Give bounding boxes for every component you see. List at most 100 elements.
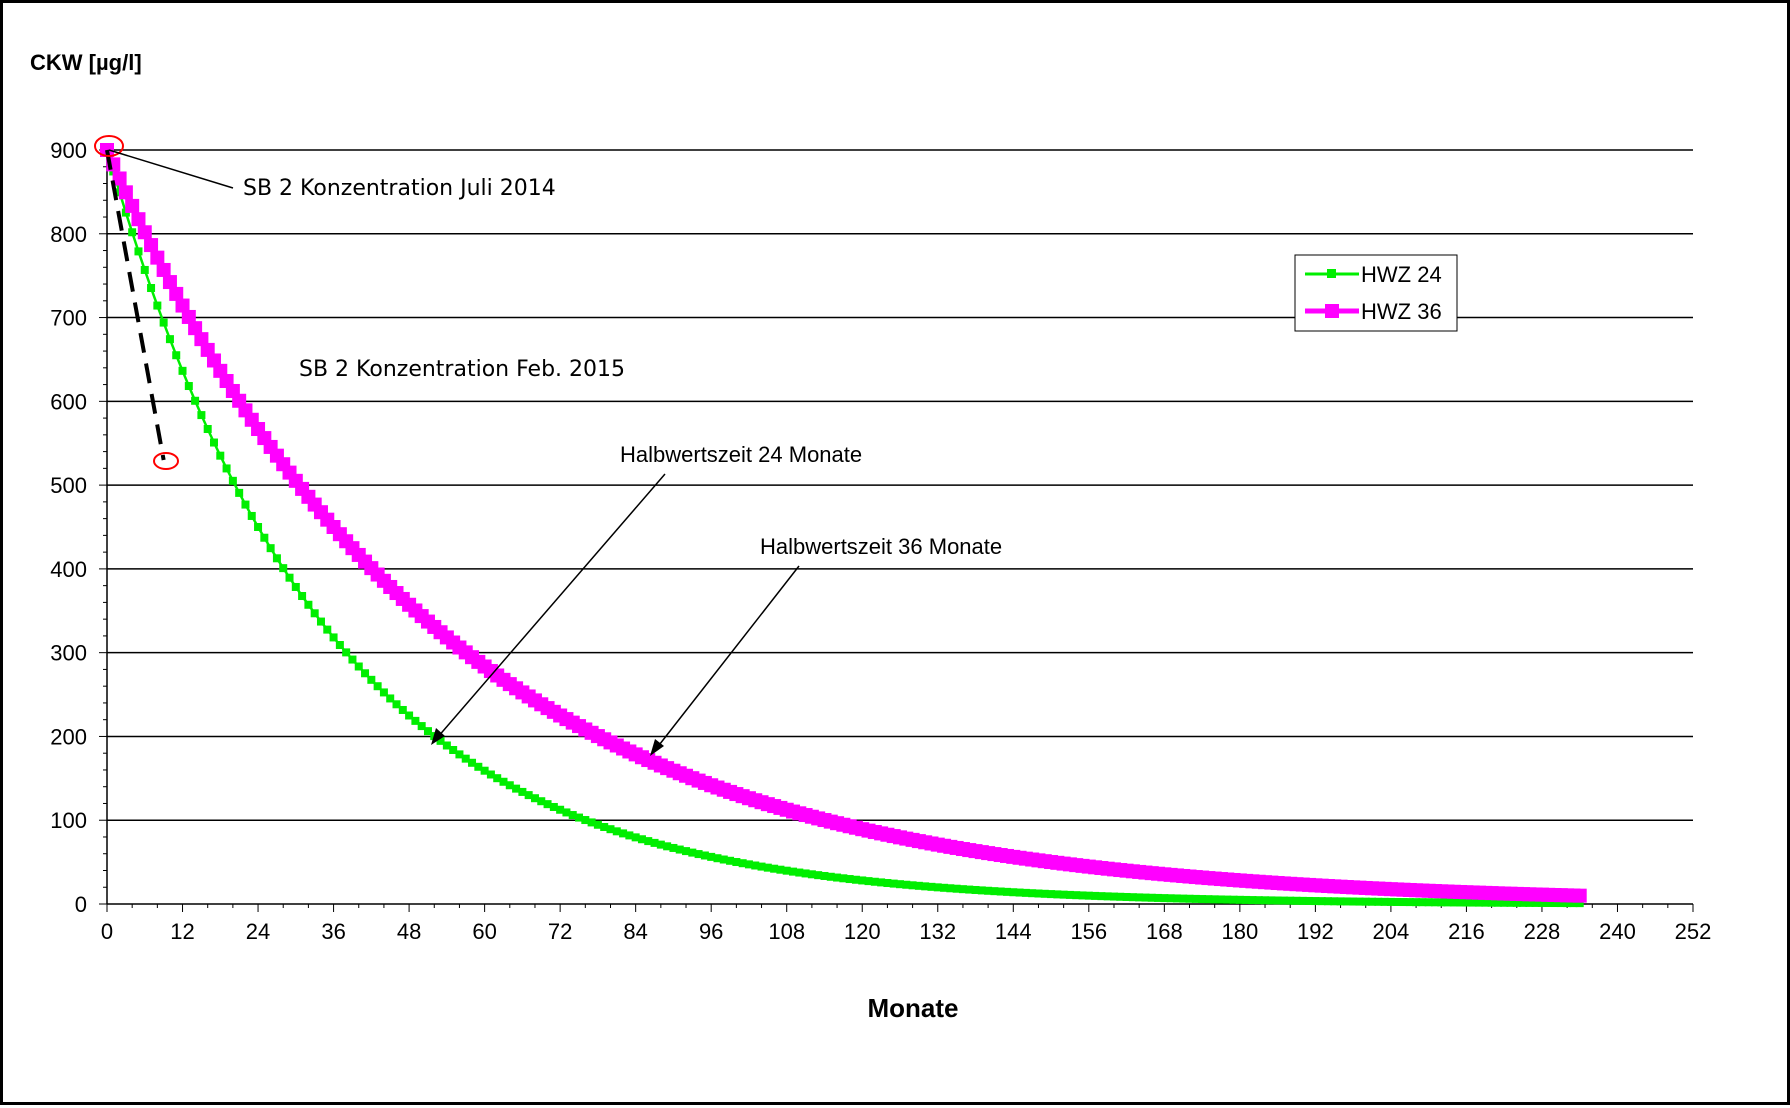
data-point: [1261, 896, 1270, 905]
data-point: [782, 866, 791, 875]
series-hwz-24: [103, 146, 1584, 908]
legend-marker-hwz36: [1325, 304, 1339, 318]
data-point: [266, 544, 275, 553]
data-point: [1424, 898, 1433, 907]
y-tick-label: 400: [50, 557, 87, 582]
data-point: [1210, 895, 1219, 904]
data-point: [738, 859, 747, 868]
data-point: [442, 741, 451, 750]
y-axis-label: CKW [µg/l]: [30, 50, 142, 75]
data-point: [921, 882, 930, 891]
data-point: [1468, 898, 1477, 907]
legend-marker-hwz24: [1327, 269, 1336, 278]
data-point: [581, 816, 590, 825]
data-point: [889, 879, 898, 888]
data-point: [1525, 898, 1534, 907]
data-point: [1563, 899, 1572, 908]
data-point: [1002, 887, 1011, 896]
data-point: [1355, 897, 1364, 906]
data-point: [1437, 898, 1446, 907]
marker-ellipse-juli: [94, 135, 124, 157]
data-point: [902, 880, 911, 889]
data-point: [474, 762, 483, 771]
data-point: [656, 840, 665, 849]
data-point: [342, 648, 351, 657]
data-point: [172, 351, 181, 360]
data-point: [568, 811, 577, 820]
x-tick-label: 96: [699, 919, 723, 944]
data-point: [1487, 898, 1496, 907]
data-point: [1191, 894, 1200, 903]
x-tick-label: 216: [1448, 919, 1485, 944]
data-point: [1368, 897, 1377, 906]
data-point: [373, 682, 382, 691]
data-point: [493, 774, 502, 783]
data-point: [864, 877, 873, 886]
annotation-feb-2015: SB 2 Konzentration Feb. 2015: [153, 357, 625, 470]
data-point: [1009, 888, 1018, 897]
data-point: [1248, 896, 1257, 905]
marker-ellipse-feb: [153, 452, 179, 470]
data-point: [279, 564, 288, 573]
data-point: [1544, 898, 1553, 907]
data-point: [1078, 891, 1087, 900]
data-point: [1361, 897, 1370, 906]
data-point: [1550, 899, 1559, 908]
data-point: [1040, 889, 1049, 898]
data-point: [1242, 895, 1251, 904]
data-point: [285, 573, 294, 582]
data-point: [1500, 898, 1509, 907]
x-tick-label: 192: [1297, 919, 1334, 944]
data-point: [543, 800, 552, 809]
data-point: [1166, 894, 1175, 903]
data-point: [304, 600, 313, 609]
data-point: [1279, 896, 1288, 905]
data-point: [940, 883, 949, 892]
y-tick-label: 100: [50, 808, 87, 833]
data-point: [1059, 890, 1068, 899]
data-point: [1047, 890, 1056, 899]
data-point: [1342, 897, 1351, 906]
data-point: [1292, 896, 1301, 905]
data-point: [996, 887, 1005, 896]
x-tick-label: 60: [472, 919, 496, 944]
data-point: [1305, 896, 1314, 905]
data-point: [1506, 898, 1515, 907]
data-point: [449, 746, 458, 754]
y-tick-label: 500: [50, 473, 87, 498]
data-point: [209, 438, 218, 447]
annotation-juli-2014: SB 2 Konzentration Juli 2014: [94, 135, 556, 201]
legend-item-hwz36: HWZ 36: [1305, 299, 1442, 324]
data-point: [896, 880, 904, 889]
data-point: [1537, 898, 1546, 907]
data-point: [1147, 893, 1156, 902]
data-point: [228, 476, 237, 485]
data-point: [669, 843, 678, 852]
data-point: [1198, 895, 1207, 904]
data-point: [367, 675, 376, 684]
annotation-hwz36: Halbwertszeit 36 Monate: [650, 534, 1002, 756]
data-point: [1103, 892, 1112, 901]
data-point: [1493, 898, 1502, 907]
data-point: [826, 872, 835, 881]
x-tick-label: 24: [246, 919, 270, 944]
data-point: [1386, 897, 1395, 906]
x-tick-label: 252: [1675, 919, 1712, 944]
annotation-leader-juli: [108, 149, 234, 189]
data-point: [833, 873, 842, 882]
data-point: [600, 823, 609, 831]
data-point: [870, 877, 879, 886]
data-point: [1053, 890, 1062, 899]
series-layer: [100, 143, 1587, 908]
annotation-text-juli: SB 2 Konzentration Juli 2014: [243, 176, 556, 201]
data-point: [1128, 893, 1137, 902]
data-point: [1449, 898, 1458, 907]
data-point: [1135, 893, 1144, 902]
data-point: [461, 754, 470, 763]
data-point: [1185, 894, 1194, 903]
legend-label-hwz24: HWZ 24: [1361, 262, 1442, 287]
data-point: [1229, 895, 1238, 904]
data-point: [125, 198, 140, 213]
data-point: [1443, 898, 1452, 907]
data-point: [112, 171, 127, 186]
